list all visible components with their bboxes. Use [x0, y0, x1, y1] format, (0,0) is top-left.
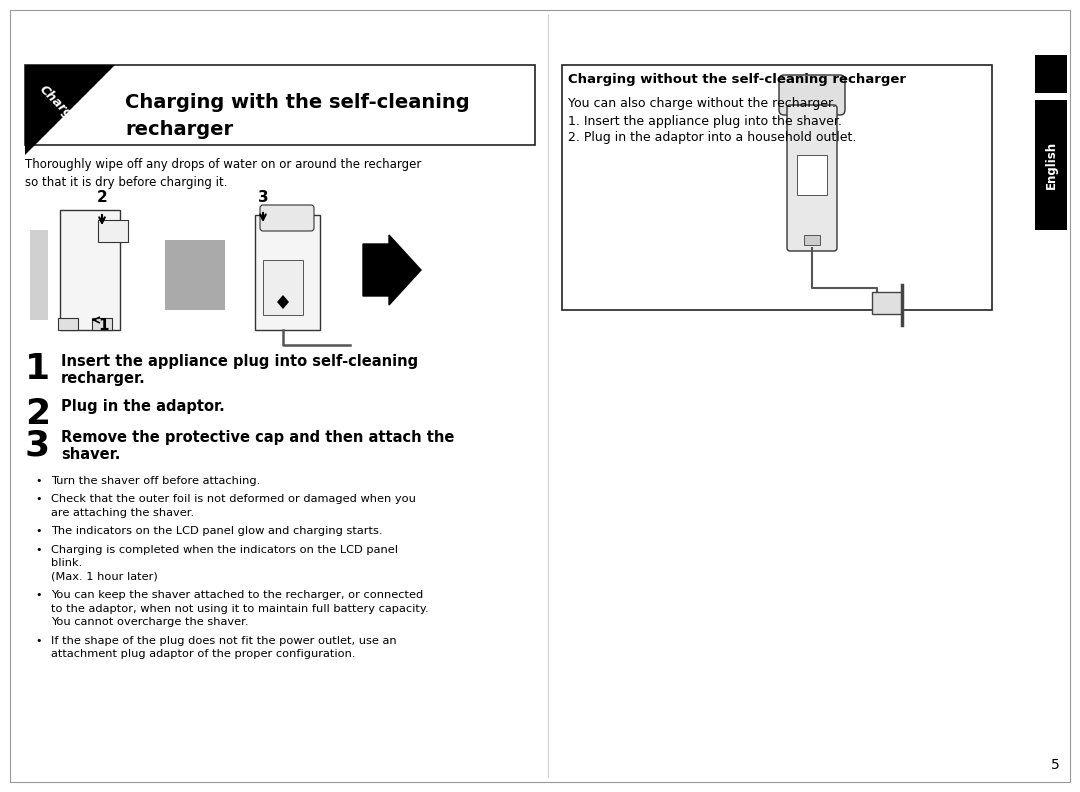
Bar	[1035, 100, 1067, 230]
FancyArrow shape	[363, 235, 421, 305]
Text: •: •	[35, 636, 41, 646]
Text: 1: 1	[98, 318, 108, 333]
Text: 2: 2	[25, 397, 50, 431]
Bar	[797, 155, 827, 195]
Bar	[92, 318, 112, 330]
FancyBboxPatch shape	[779, 75, 845, 115]
Bar	[1035, 55, 1067, 93]
FancyBboxPatch shape	[60, 210, 120, 330]
Text: Check that the outer foil is not deformed or damaged when you
are attaching the : Check that the outer foil is not deforme…	[51, 494, 416, 518]
Text: Remove the protective cap and then attach the: Remove the protective cap and then attac…	[60, 430, 455, 445]
Text: Charging with the self-cleaning: Charging with the self-cleaning	[125, 93, 470, 112]
Text: •: •	[35, 494, 41, 505]
FancyBboxPatch shape	[255, 215, 320, 330]
Text: •: •	[35, 527, 41, 536]
Bar	[872, 292, 902, 314]
Text: Turn the shaver off before attaching.: Turn the shaver off before attaching.	[51, 476, 260, 486]
Text: English: English	[1044, 141, 1057, 189]
Text: recharger.: recharger.	[60, 371, 146, 386]
Text: Insert the appliance plug into self-cleaning: Insert the appliance plug into self-clea…	[60, 354, 418, 369]
Text: Thoroughly wipe off any drops of water on or around the recharger
so that it is : Thoroughly wipe off any drops of water o…	[25, 158, 421, 189]
Text: 1: 1	[25, 352, 50, 386]
Polygon shape	[25, 65, 114, 155]
Text: 3: 3	[258, 190, 268, 205]
FancyBboxPatch shape	[260, 205, 314, 231]
Text: •: •	[35, 476, 41, 486]
Bar	[804, 235, 820, 245]
Text: If the shape of the plug does not fit the power outlet, use an
attachment plug a: If the shape of the plug does not fit th…	[51, 636, 396, 659]
Bar	[562, 65, 993, 310]
Text: recharger: recharger	[125, 120, 233, 139]
Text: Charge: Charge	[37, 83, 82, 128]
Polygon shape	[276, 295, 289, 309]
Text: 2: 2	[96, 190, 107, 205]
Text: Charging without the self-cleaning recharger: Charging without the self-cleaning recha…	[568, 73, 906, 86]
Text: 2. Plug in the adaptor into a household outlet.: 2. Plug in the adaptor into a household …	[568, 131, 856, 144]
Text: shaver.: shaver.	[60, 447, 120, 462]
Text: •: •	[35, 545, 41, 555]
FancyBboxPatch shape	[787, 105, 837, 251]
Text: Plug in the adaptor.: Plug in the adaptor.	[60, 399, 225, 414]
Bar	[58, 318, 78, 330]
Text: Charging is completed when the indicators on the LCD panel
blink.
(Max. 1 hour l: Charging is completed when the indicator…	[51, 545, 399, 581]
Bar	[98, 220, 129, 242]
Bar	[25, 65, 535, 145]
Text: You can also charge without the recharger.: You can also charge without the recharge…	[568, 97, 836, 110]
Text: You can keep the shaver attached to the recharger, or connected
to the adaptor, : You can keep the shaver attached to the …	[51, 591, 429, 627]
Text: 3: 3	[25, 428, 50, 462]
Text: 5: 5	[1051, 758, 1059, 772]
Text: 1. Insert the appliance plug into the shaver.: 1. Insert the appliance plug into the sh…	[568, 115, 842, 128]
Bar	[264, 260, 303, 315]
Text: •: •	[35, 591, 41, 600]
Bar	[165, 240, 225, 310]
Bar	[30, 230, 48, 320]
Text: The indicators on the LCD panel glow and charging starts.: The indicators on the LCD panel glow and…	[51, 527, 382, 536]
